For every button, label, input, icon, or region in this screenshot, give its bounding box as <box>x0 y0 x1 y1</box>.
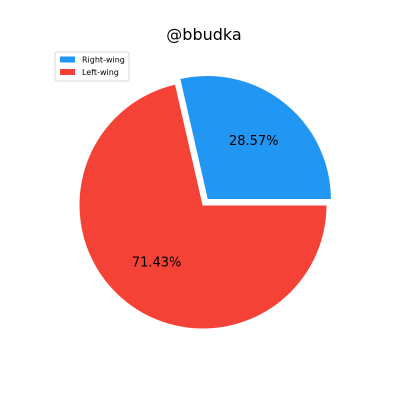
legend-label: Right-wing <box>82 56 125 65</box>
pie-slice-labels: 28.57% 71.43% <box>132 134 279 271</box>
legend: Right-wing Left-wing <box>54 51 130 82</box>
legend-swatch <box>60 69 75 75</box>
pie-slices <box>78 75 332 330</box>
pie-slice-label: 28.57% <box>229 134 279 149</box>
chart-title: @bbudka <box>166 25 241 44</box>
pie-slice-right-wing <box>179 75 332 201</box>
pie-slice-label: 71.43% <box>132 256 182 271</box>
legend-label: Left-wing <box>82 68 119 77</box>
pie-slice-left-wing <box>78 83 328 330</box>
legend-swatch <box>60 56 75 63</box>
